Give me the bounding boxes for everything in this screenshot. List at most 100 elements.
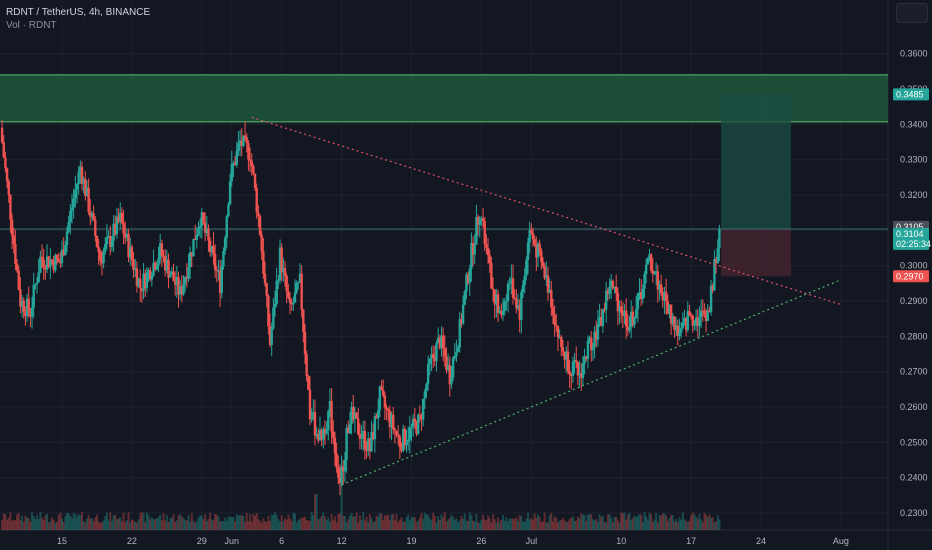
volume-bar: [77, 514, 80, 530]
candle-body: [77, 171, 80, 184]
volume-bar: [49, 521, 52, 530]
candle-body: [352, 406, 355, 420]
candle-body: [403, 428, 407, 446]
volume-bar: [686, 522, 689, 530]
volume-bar: [330, 513, 333, 530]
candle-body: [267, 295, 270, 327]
volume-bar: [217, 516, 220, 530]
candle-body: [367, 438, 370, 452]
x-tick-label: 15: [57, 536, 67, 546]
volume-bar: [703, 512, 706, 530]
candle-body: [307, 376, 310, 390]
candle-body: [543, 266, 546, 279]
candle-body: [643, 273, 646, 289]
candle-body: [456, 347, 460, 352]
candle-body: [99, 251, 102, 261]
volume-bar: [247, 521, 250, 530]
volume-bar: [144, 522, 147, 530]
volume-bar: [51, 517, 54, 530]
volume-bar: [320, 515, 323, 530]
volume-bar: [229, 516, 232, 530]
candle-body: [506, 283, 510, 301]
candle-body: [340, 466, 343, 484]
volume-bar: [235, 514, 238, 530]
volume-bar: [367, 521, 370, 530]
candle-body: [302, 309, 305, 332]
volume-bar: [222, 521, 225, 530]
candle-body: [616, 292, 620, 312]
candle-body: [327, 411, 330, 431]
volume-bar: [315, 494, 318, 530]
volume-bar: [264, 521, 267, 530]
volume-bar: [433, 515, 436, 530]
volume-bar: [413, 517, 416, 530]
candle-body: [673, 316, 676, 331]
candle-body: [438, 337, 441, 349]
candle-body: [227, 204, 230, 217]
candle-body: [703, 310, 706, 316]
candle-body: [598, 317, 601, 324]
candle-body: [163, 256, 167, 271]
volume-bar: [202, 519, 205, 530]
volume-bar: [696, 518, 699, 530]
volume-bar: [328, 522, 331, 530]
volume-bar: [390, 514, 393, 530]
volume-bar: [338, 513, 341, 530]
volume-bar: [460, 515, 463, 530]
candle-body: [623, 310, 626, 316]
candle-body: [658, 284, 661, 290]
candle-body: [466, 274, 470, 283]
candle-body: [626, 326, 630, 331]
volume-bar: [332, 520, 335, 530]
volume-bar: [212, 520, 215, 530]
candle-body: [7, 181, 10, 195]
volume-bar: [190, 513, 193, 530]
volume-bar: [79, 515, 82, 530]
volume-bar: [302, 517, 305, 530]
candle-body: [230, 164, 233, 182]
candle-body: [493, 289, 496, 305]
volume-bar: [472, 520, 475, 530]
candle-body: [505, 300, 508, 302]
volume-bar: [601, 515, 604, 530]
volume-bar: [452, 516, 455, 530]
candle-body: [661, 293, 665, 301]
volume-bar: [648, 512, 651, 530]
candle-body: [583, 356, 586, 364]
candle-body: [149, 270, 152, 280]
volume-bar: [303, 516, 306, 530]
volume-bar: [195, 521, 198, 530]
candle-body: [39, 256, 42, 273]
candle-body: [603, 309, 606, 311]
candle-body: [575, 360, 578, 363]
volume-bar: [282, 521, 285, 530]
candle-body: [313, 412, 317, 436]
candle-body: [375, 416, 378, 419]
volume-bar: [87, 514, 90, 530]
volume-bar: [570, 517, 573, 530]
volume-bar: [227, 516, 230, 530]
volume-bar: [691, 512, 694, 530]
candle-body: [67, 221, 70, 232]
volume-bar: [69, 515, 72, 530]
candle-body: [345, 427, 348, 460]
volume-bar: [155, 518, 158, 530]
volume-bar: [220, 521, 223, 530]
chart-settings-box[interactable]: [896, 3, 928, 23]
volume-bar: [305, 520, 308, 530]
volume-bar: [313, 494, 316, 530]
candle-body: [30, 307, 34, 317]
volume-bar: [680, 519, 683, 530]
volume-bar: [16, 514, 19, 530]
candle-body: [322, 429, 325, 440]
candle-body: [44, 267, 47, 270]
volume-bar: [179, 514, 182, 530]
candle-body: [243, 135, 247, 138]
candle-body: [362, 431, 365, 438]
volume-bar: [578, 518, 581, 530]
candle-body: [357, 418, 360, 435]
candle-body: [435, 342, 438, 362]
volume-bar: [520, 515, 523, 530]
volume-bar: [269, 520, 272, 530]
